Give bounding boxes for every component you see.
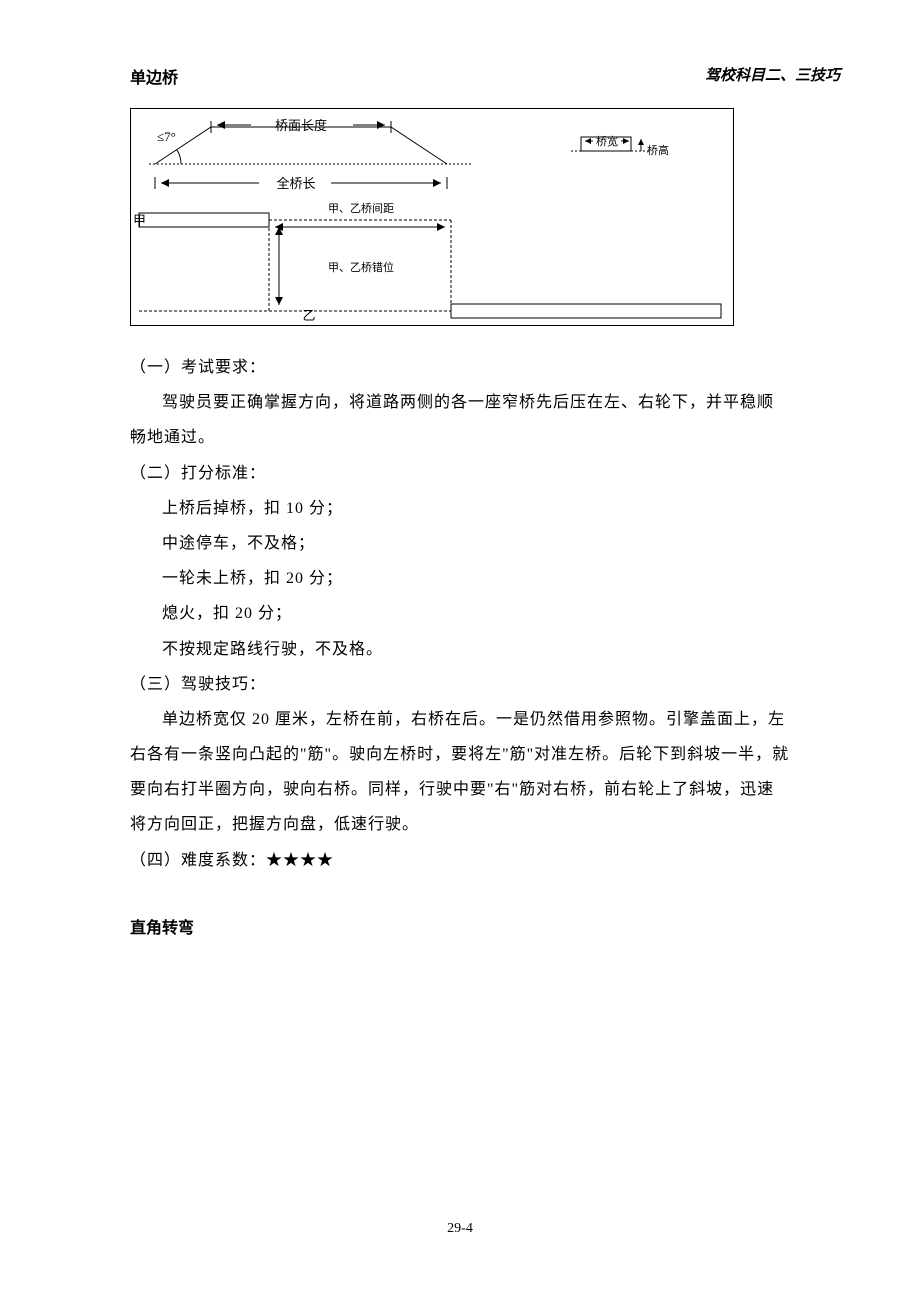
s1-head: （一）考试要求： bbox=[130, 350, 790, 385]
diag-full-len: 全桥长 bbox=[276, 176, 315, 191]
bridge-diagram: ≤7° 桥面长度 全桥长 桥宽 桥高 甲 bbox=[130, 108, 734, 326]
diag-offset: 甲、乙桥错位 bbox=[328, 260, 394, 274]
s2-item: 不按规定路线行驶，不及格。 bbox=[162, 632, 790, 667]
page-number: 29-4 bbox=[0, 1221, 920, 1237]
s2-item: 一轮未上桥，扣 20 分； bbox=[162, 561, 790, 596]
s3-body: 单边桥宽仅 20 厘米，左桥在前，右桥在后。一是仍然借用参照物。引擎盖面上，左右… bbox=[130, 702, 790, 843]
s2-item: 上桥后掉桥，扣 10 分； bbox=[162, 491, 790, 526]
s2-head: （二）打分标准： bbox=[130, 456, 790, 491]
s3-head: （三）驾驶技巧： bbox=[130, 667, 790, 702]
diag-bridge-len: 桥面长度 bbox=[275, 118, 327, 133]
s1-body: 驾驶员要正确掌握方向，将道路两侧的各一座窄桥先后压在左、右轮下，并平稳顺畅地通过… bbox=[130, 385, 790, 455]
s4-head: （四）难度系数：★★★★ bbox=[130, 843, 790, 878]
s2-item: 中途停车，不及格； bbox=[162, 526, 790, 561]
diag-slope-label: ≤7° bbox=[157, 129, 176, 144]
diag-yi: 乙 bbox=[302, 308, 315, 323]
section-title: 单边桥 bbox=[130, 64, 790, 88]
section-title-2: 直角转弯 bbox=[130, 914, 790, 938]
diag-jia: 甲 bbox=[133, 213, 146, 228]
diag-gap: 甲、乙桥间距 bbox=[328, 202, 394, 215]
header-right: 驾校科目二、三技巧 bbox=[705, 64, 840, 85]
s2-item: 熄火，扣 20 分； bbox=[162, 596, 790, 631]
diag-bridge-width: 桥宽 bbox=[596, 134, 618, 148]
diag-bridge-height: 桥高 bbox=[647, 143, 669, 157]
